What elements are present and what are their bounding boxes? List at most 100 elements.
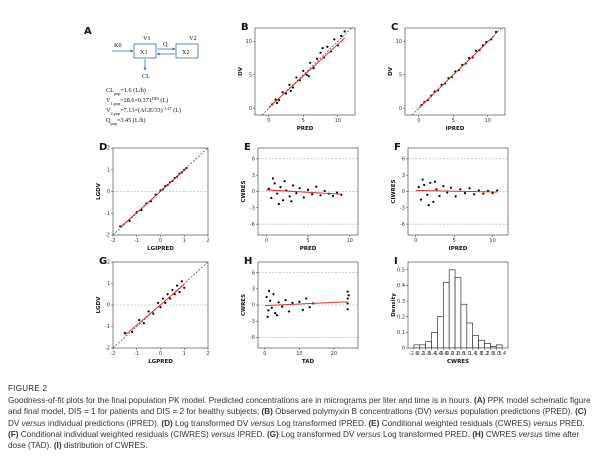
data-point [321, 46, 324, 50]
data-point [276, 192, 279, 195]
y-axis-label: CWRES [241, 294, 247, 316]
y-tick-label: 0 [252, 189, 255, 195]
data-point [421, 178, 424, 181]
data-point [284, 92, 288, 95]
data-point [433, 180, 437, 183]
data-point [346, 302, 349, 305]
data-point [347, 294, 350, 297]
data-point [295, 76, 298, 79]
data-point [302, 69, 305, 72]
trend-line [124, 284, 185, 336]
data-point [305, 73, 308, 76]
data-point [178, 291, 181, 294]
y-axis-label: Density [391, 293, 397, 317]
caption-part: PPK model schematic figure and final mod… [8, 396, 591, 417]
plot-area [258, 158, 358, 225]
histogram-bar [454, 277, 462, 348]
caption-part: DV [8, 418, 22, 428]
data-point [301, 308, 304, 311]
diagram-label: V1 [143, 35, 151, 42]
data-point [319, 51, 322, 54]
x-tick-label: 0.6 [457, 351, 465, 357]
y-tick-label: 10 [246, 39, 252, 45]
data-point [128, 219, 131, 222]
plot-frame [112, 261, 209, 349]
compartment-box [133, 43, 157, 59]
data-point [270, 196, 273, 200]
data-point [459, 188, 462, 191]
y-axis-label: LGDV [96, 296, 102, 314]
caption-part: versus [433, 407, 459, 417]
data-point [291, 86, 295, 89]
plot-area [113, 148, 208, 235]
caption-part: (H) [472, 429, 484, 439]
caption-part: population predictions (PRED). [458, 407, 576, 417]
data-point [463, 192, 467, 195]
data-point [432, 200, 435, 203]
x-tick-label: 0 [159, 351, 162, 357]
histogram-bar [413, 344, 421, 348]
chart-panel: B PRED DV 0 5 10 0 5 10 [238, 22, 356, 132]
x-tick-label: -1.8 [421, 351, 431, 357]
plot-area [261, 28, 352, 115]
x-axis-label: CWRES [447, 359, 469, 365]
x-tick-label: 3.4 [498, 351, 506, 357]
data-point [287, 310, 291, 313]
x-tick-label: 10 [335, 118, 341, 124]
histogram-bar [466, 322, 474, 348]
histogram-bar [460, 303, 468, 348]
x-axis-label: PRED [297, 126, 314, 132]
plot-area [413, 269, 503, 348]
data-point [442, 184, 445, 188]
data-point [281, 305, 284, 308]
panel-label: G [99, 256, 107, 267]
y-tick-label: 0 [249, 106, 252, 112]
y-tick-label: 0.1 [397, 330, 405, 336]
caption-part: (B) [261, 407, 273, 417]
chart-panel: C IPRED DV 0 5 10 0 5 10 [388, 22, 506, 132]
x-tick-label: -0.2 [444, 351, 454, 357]
data-point [275, 314, 279, 317]
caption-part: (C) [575, 407, 587, 417]
diagram-label: X2 [182, 49, 190, 56]
data-point [267, 309, 270, 312]
plot-frame [257, 261, 359, 349]
x-tick-label: 2.6 [486, 351, 494, 357]
x-tick-label: 0 [417, 118, 420, 124]
data-point [311, 193, 314, 196]
equation: V1,pop=28.6×0.371DIS (L) [106, 96, 168, 107]
histogram-bar [442, 282, 450, 348]
data-point [168, 297, 172, 300]
equation-part: Q [106, 117, 111, 124]
caption-part: (D) [161, 418, 173, 428]
data-point [123, 331, 126, 335]
caption-part: IPRED. [235, 429, 267, 439]
data-point [346, 308, 349, 311]
y-tick-label: 0 [107, 303, 110, 309]
y-tick-label: 6 [252, 270, 255, 276]
histogram-bar [495, 344, 503, 348]
plot-frame [257, 147, 359, 236]
equation: V2,pop=7.13×(AGE/33)-1.47 (L) [106, 106, 181, 117]
data-point [340, 34, 343, 38]
caption-part: CWRES [483, 429, 519, 439]
caption-part: Observed polymyxin B concentrations (DV) [272, 407, 434, 417]
diagram-label: K0 [114, 42, 122, 49]
data-point [305, 297, 308, 300]
x-tick-label: 0 [414, 238, 417, 244]
panel-label: H [244, 256, 252, 267]
equation-part: =28.6×0.371 [120, 97, 152, 104]
trend-line [264, 301, 348, 306]
data-point [319, 194, 322, 197]
trend-line [268, 37, 345, 108]
trend-line [119, 167, 187, 228]
data-point [273, 182, 276, 185]
equation-part: pop [110, 121, 116, 126]
chart-panel: H TAD CWRES 0 10 20 -6 -3 0 3 6 [241, 256, 359, 365]
caption-part: versus [250, 418, 275, 428]
x-tick-label: -1.4 [427, 351, 437, 357]
equation-part: V [106, 107, 111, 114]
y-axis-label: DV [238, 66, 244, 76]
data-point [494, 30, 498, 34]
x-tick-label: -0.6 [438, 351, 448, 357]
